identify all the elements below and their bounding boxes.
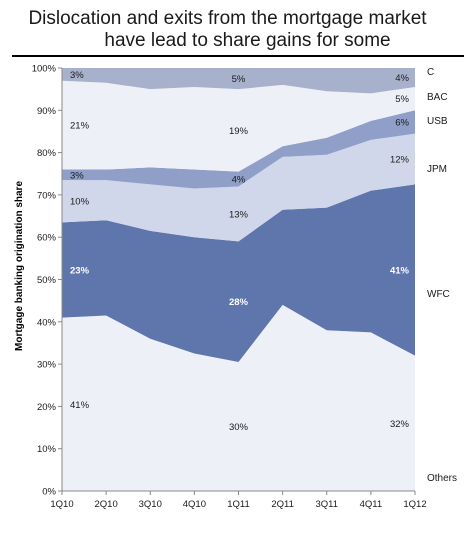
area-jpm — [62, 133, 415, 242]
area-bac — [62, 80, 415, 172]
y-tick-label: 10% — [37, 444, 57, 455]
data-label-others-1q12: 32% — [390, 419, 410, 430]
data-label-others-1q11: 30% — [229, 422, 249, 433]
data-label-jpm-1q11: 13% — [229, 209, 249, 220]
area-layer — [62, 68, 415, 491]
data-label-wfc-1q12: 41% — [390, 265, 410, 276]
data-label-bac-1q11: 19% — [229, 126, 249, 137]
legend-c: C — [427, 67, 434, 78]
data-label-wfc-1q11: 28% — [229, 297, 249, 308]
data-label-c-1q11: 5% — [232, 74, 246, 85]
x-tick-label: 1Q11 — [227, 499, 250, 510]
y-tick-label: 50% — [37, 275, 57, 286]
y-tick-label: 90% — [37, 106, 57, 117]
data-label-bac-1q10: 21% — [70, 121, 90, 132]
y-tick-label: 70% — [37, 190, 57, 201]
x-tick-label: 2Q10 — [95, 499, 118, 510]
legend-bac: BAC — [427, 92, 448, 103]
data-label-others-1q10: 41% — [70, 400, 90, 411]
data-labels: 3% 5% 4% 21% 19% 5% 3% 4% 6% 10% 13% 12% 23% 28% 41% 41… — [70, 70, 410, 433]
legend-others: Others — [427, 473, 457, 484]
data-label-jpm-1q12: 12% — [390, 154, 410, 165]
area-wfc — [62, 184, 415, 362]
data-label-bac-1q12: 5% — [395, 94, 409, 105]
area-usb — [62, 110, 415, 189]
area-c — [62, 68, 415, 94]
x-tick-label: 4Q11 — [360, 499, 383, 510]
data-label-usb-1q12: 6% — [395, 117, 409, 128]
data-label-c-1q10: 3% — [70, 70, 84, 81]
y-tick-label: 0% — [42, 487, 56, 498]
data-label-c-1q12: 4% — [395, 73, 409, 84]
data-label-jpm-1q10: 10% — [70, 197, 90, 208]
y-tick-label: 40% — [37, 317, 57, 328]
x-tick-labels: 1Q10 2Q10 3Q10 4Q10 1Q11 2Q11 3Q11 4Q11 1Q12 — [50, 491, 427, 510]
x-tick-label: 1Q10 — [50, 499, 73, 510]
x-tick-label: 1Q12 — [403, 499, 426, 510]
data-label-wfc-1q10: 23% — [70, 265, 90, 276]
y-tick-label: 80% — [37, 148, 57, 159]
area-others — [62, 304, 415, 491]
y-tick-label: 60% — [37, 233, 57, 244]
title-underline — [12, 55, 464, 57]
x-tick-label: 3Q10 — [139, 499, 162, 510]
x-tick-label: 4Q10 — [183, 499, 206, 510]
legend: Others WFC JPM USB BAC C — [427, 67, 457, 484]
x-tick-label: 3Q11 — [315, 499, 338, 510]
y-tick-label: 30% — [37, 360, 57, 371]
chart-title-line-1: Dislocation and exits from the mortgage … — [28, 8, 427, 29]
legend-jpm: JPM — [427, 164, 447, 175]
x-tick-label: 2Q11 — [271, 499, 294, 510]
data-label-usb-1q11: 4% — [232, 175, 246, 186]
legend-usb: USB — [427, 116, 448, 127]
y-axis-label: Mortgage banking origination share — [14, 181, 25, 351]
data-label-usb-1q10: 3% — [70, 170, 84, 181]
y-tick-label: 100% — [32, 64, 57, 75]
legend-wfc: WFC — [427, 289, 450, 300]
chart-title-line-2: have lead to share gains for some — [104, 30, 391, 51]
y-tick-label: 20% — [37, 402, 57, 413]
y-tick-labels: 0% 10% 20% 30% 40% 50% 60% 70% 80% 90% 100% — [32, 64, 62, 498]
